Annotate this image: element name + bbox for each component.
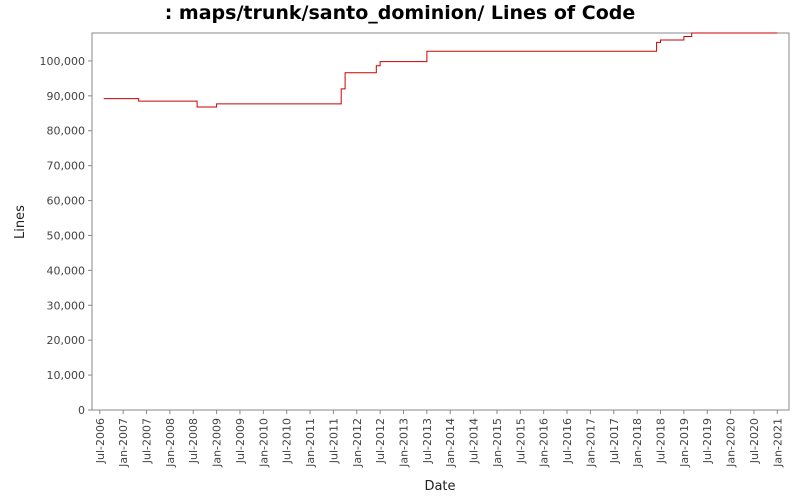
x-tick-label: Jan-2019 — [678, 418, 691, 468]
y-tick-label: 80,000 — [47, 125, 86, 138]
x-tick-label: Jan-2014 — [444, 418, 457, 468]
x-tick-label: Jul-2006 — [94, 418, 107, 464]
x-tick-label: Jan-2007 — [117, 418, 130, 468]
x-tick-label: Jul-2015 — [514, 418, 527, 464]
x-tick-label: Jan-2021 — [771, 418, 784, 468]
x-tick-label: Jan-2018 — [631, 418, 644, 468]
y-axis-label: Lines — [13, 205, 28, 239]
x-tick-label: Jan-2010 — [257, 418, 270, 468]
x-tick-label: Jan-2009 — [211, 418, 224, 468]
chart-title: : maps/trunk/santo_dominion/ Lines of Co… — [164, 2, 636, 24]
y-tick-label: 30,000 — [47, 299, 86, 312]
x-tick-label: Jan-2011 — [304, 418, 317, 468]
y-tick-label: 40,000 — [47, 264, 86, 277]
x-tick-label: Jul-2016 — [561, 418, 574, 464]
x-tick-label: Jan-2015 — [491, 418, 504, 468]
x-tick-label: Jul-2013 — [421, 418, 434, 464]
x-tick-label: Jul-2018 — [655, 418, 668, 464]
y-tick-label: 20,000 — [47, 334, 86, 347]
x-tick-label: Jul-2010 — [281, 418, 294, 464]
x-tick-label: Jul-2019 — [701, 418, 714, 464]
plot-area — [91, 32, 790, 411]
x-tick-label: Jul-2008 — [187, 418, 200, 464]
x-tick-label: Jul-2009 — [234, 418, 247, 464]
y-tick-label: 0 — [78, 404, 85, 417]
x-tick-label: Jul-2014 — [468, 418, 481, 464]
y-tick-label: 10,000 — [47, 369, 86, 382]
x-tick-label: Jul-2017 — [608, 418, 621, 464]
x-tick-label: Jul-2007 — [141, 418, 154, 464]
x-tick-label: Jan-2013 — [398, 418, 411, 468]
x-tick-label: Jul-2012 — [374, 418, 387, 464]
x-tick-label: Jan-2012 — [351, 418, 364, 468]
y-tick-label: 60,000 — [47, 195, 86, 208]
y-tick-label: 90,000 — [47, 90, 86, 103]
y-tick-label: 100,000 — [40, 55, 86, 68]
x-tick-label: Jan-2016 — [538, 418, 551, 468]
x-tick-label: Jul-2011 — [327, 418, 340, 464]
x-axis-label: Date — [424, 479, 455, 494]
y-tick-label: 70,000 — [47, 160, 86, 173]
x-tick-label: Jul-2020 — [748, 418, 761, 464]
series-line — [103, 32, 778, 108]
y-tick-label: 50,000 — [47, 229, 86, 242]
x-tick-label: Jan-2008 — [164, 418, 177, 468]
x-tick-label: Jan-2017 — [584, 418, 597, 468]
x-tick-label: Jan-2020 — [725, 418, 738, 468]
